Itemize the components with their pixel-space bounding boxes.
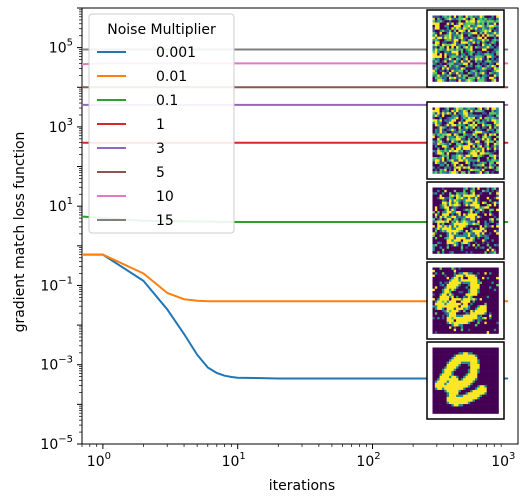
- legend-label: 0.1: [156, 93, 178, 109]
- legend-frame: [88, 13, 235, 234]
- legend-label: 0.001: [156, 45, 196, 61]
- inset-image: [426, 181, 505, 260]
- inset-image: [426, 9, 505, 88]
- y-tick-label: 10−1: [40, 275, 73, 294]
- x-tick-label: 102: [356, 451, 380, 470]
- image-insets: [426, 9, 505, 420]
- series-line-0-001: [82, 253, 509, 380]
- plot-frame: [81, 7, 519, 445]
- y-tick-label: 103: [49, 117, 73, 136]
- y-tick-label: 10−5: [40, 434, 73, 453]
- legend-label: 10: [156, 189, 174, 205]
- inset-image: [426, 341, 505, 420]
- inset-image: [426, 261, 505, 340]
- y-tick-label: 10−3: [40, 355, 73, 374]
- x-tick-label: 100: [87, 451, 111, 470]
- series-line-0-01: [82, 253, 509, 303]
- y-tick-label: 105: [49, 38, 73, 57]
- legend-label: 0.01: [156, 69, 187, 85]
- x-tick-label: 101: [222, 451, 246, 470]
- x-tick-label: 103: [491, 451, 515, 470]
- legend: Noise Multiplier 0.001 0.01 0.1 1 3 5 10 15: [88, 13, 235, 234]
- x-axis-label: iterations: [269, 478, 335, 494]
- legend-label: 15: [156, 213, 174, 229]
- y-axis-label: gradient match loss function: [12, 132, 28, 333]
- legend-label: 3: [156, 141, 165, 157]
- legend-label: 5: [156, 165, 165, 181]
- legend-title: Noise Multiplier: [107, 22, 216, 38]
- y-tick-label: 101: [49, 196, 73, 215]
- inset-image: [426, 101, 505, 180]
- legend-label: 1: [156, 117, 165, 133]
